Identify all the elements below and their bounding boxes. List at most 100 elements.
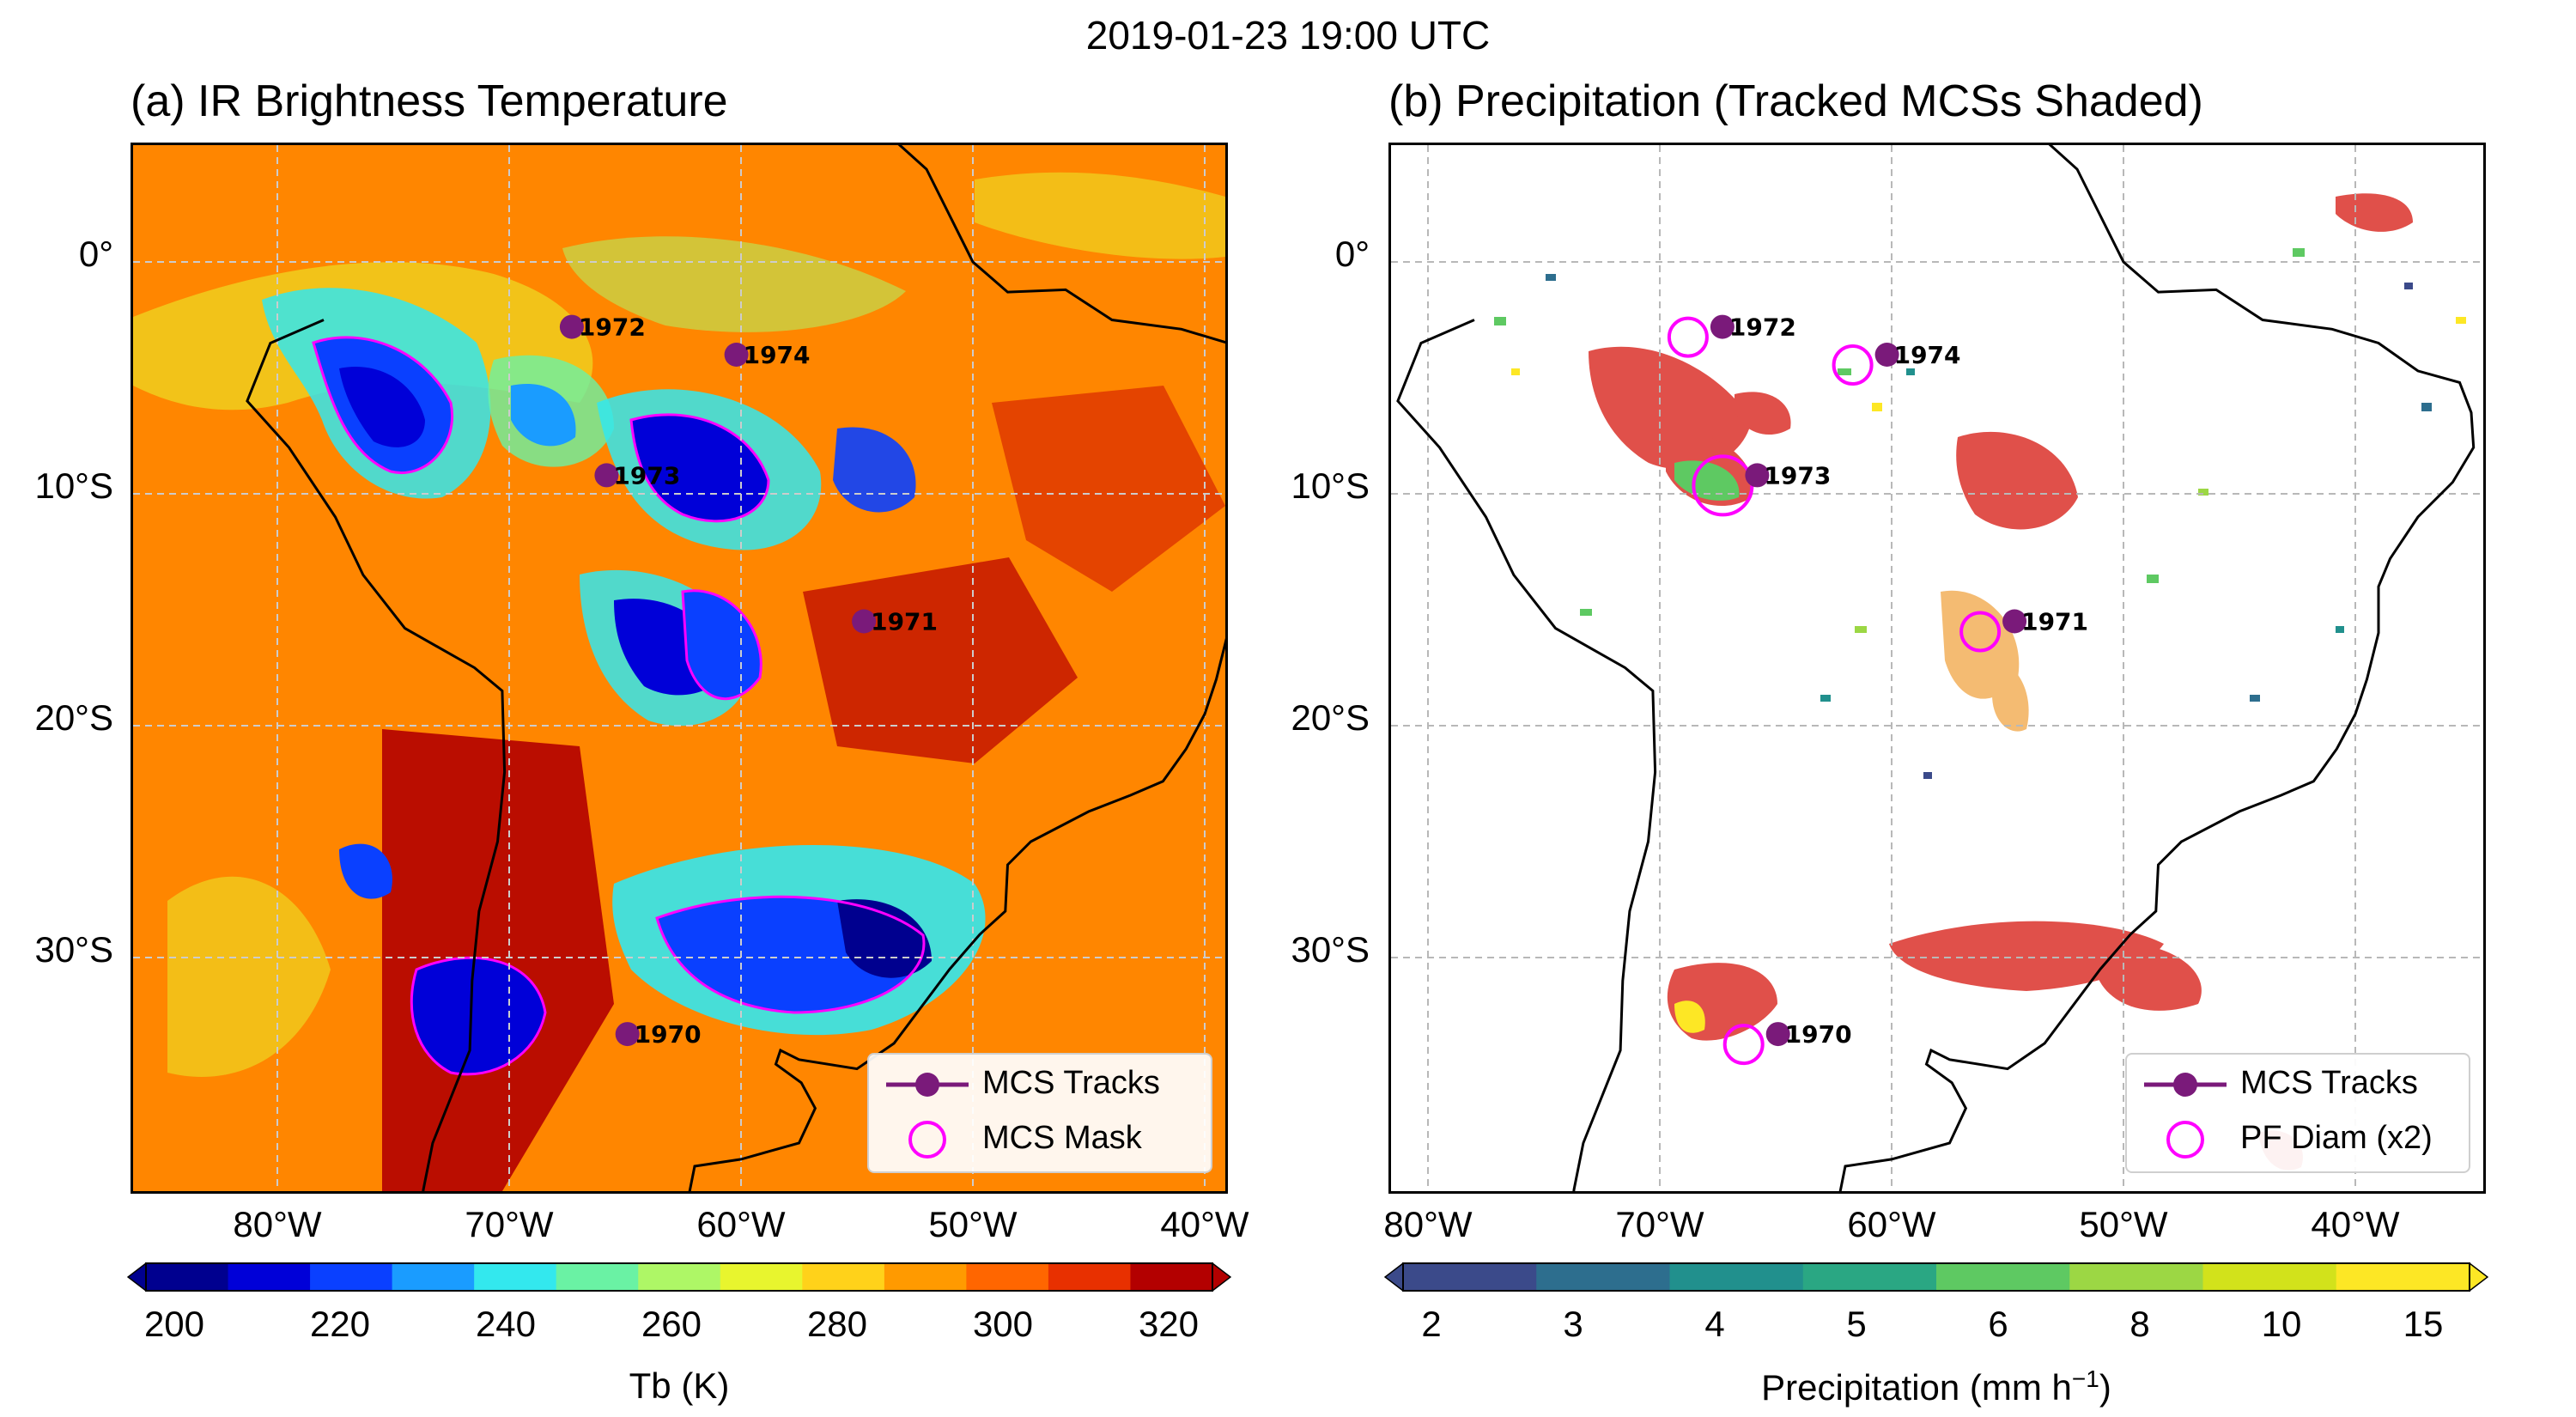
- precip-speckles: [1494, 248, 2466, 779]
- mcs-track-marker-1972[interactable]: [559, 314, 584, 339]
- cbarB-bin-4: [1936, 1263, 2070, 1291]
- legend-a-mask-label: MCS Mask: [982, 1120, 1142, 1156]
- panel-b-title: (b) Precipitation (Tracked MCSs Shaded): [1388, 76, 2203, 126]
- mcs-track-label-1972: 1972: [579, 313, 646, 342]
- cbarA-bin-5: [556, 1263, 639, 1291]
- a-cbar-tick-280: 280: [806, 1304, 868, 1344]
- track-line-marker-icon: [886, 1073, 969, 1097]
- track-line-marker-icon: [2144, 1073, 2227, 1097]
- a-cbar-tick-320: 320: [1138, 1304, 1200, 1344]
- legend-b-pf-entry: PF Diam (x2): [2127, 1113, 2469, 1165]
- a-lat-tick-30s: 30°S: [34, 929, 113, 970]
- mcs-track-marker-1973[interactable]: [594, 463, 619, 488]
- b-cbar-tick-10: 10: [2261, 1304, 2302, 1344]
- legend-b-track-label: MCS Tracks: [2240, 1065, 2418, 1101]
- figure-title: 2019-01-23 19:00 UTC: [1085, 13, 1491, 58]
- cbarA-bin-0: [146, 1263, 229, 1291]
- panel-b-gridlines: [1391, 145, 2483, 1191]
- b-lon-tick-50w: 50°W: [2079, 1204, 2168, 1244]
- mcs-track-label-1970: 1970: [1785, 1020, 1852, 1049]
- a-lat-tick-20s: 20°S: [34, 697, 113, 738]
- mcs-track-label-1971: 1971: [2021, 608, 2088, 636]
- b-cbar-tick-2: 2: [1421, 1304, 1442, 1344]
- cbarA-extend-max: [1212, 1262, 1231, 1292]
- cbarA-bin-7: [720, 1263, 803, 1291]
- a-cbar-tick-300: 300: [972, 1304, 1034, 1344]
- mcs-track-label-1974: 1974: [1894, 341, 1961, 369]
- a-cbar-tick-240: 240: [475, 1304, 537, 1344]
- b-cbar-label: Precipitation (mm h−1): [1636, 1365, 2237, 1408]
- a-lat-tick-10s: 10°S: [34, 465, 113, 506]
- cbarA-bin-2: [310, 1263, 393, 1291]
- b-lat-tick-10s: 10°S: [1291, 465, 1370, 506]
- mcs-track-label-1970: 1970: [635, 1020, 702, 1049]
- b-lon-tick-60w: 60°W: [1847, 1204, 1936, 1244]
- b-lon-tick-70w: 70°W: [1615, 1204, 1704, 1244]
- cbarA-extend-min: [127, 1262, 147, 1292]
- panel-a-gridlines: [133, 145, 1225, 1191]
- mcs-track-marker-1974[interactable]: [724, 343, 749, 367]
- pf-diameter-circle-icon: [2166, 1121, 2204, 1159]
- mcs-track-label-1972: 1972: [1729, 313, 1796, 342]
- panel-b-pf-circles: [1667, 316, 2002, 1066]
- panel-a-legend: MCS Tracks MCS Mask: [867, 1053, 1212, 1173]
- cbarB-bin-0: [1403, 1263, 1537, 1291]
- mcs-track-marker-1970[interactable]: [615, 1022, 640, 1047]
- panel-a-mcs-tracks: 1972 1974 1973 1971 1970: [559, 313, 938, 1049]
- a-lon-tick-50w: 50°W: [928, 1204, 1018, 1244]
- panel-b-map-svg: 1972 1974 1973 1971 1970: [1391, 145, 2483, 1191]
- pf-diameter-circle-1972: [1667, 316, 1709, 358]
- b-cbar-tick-5: 5: [1846, 1304, 1867, 1344]
- a-cbar-tick-220: 220: [309, 1304, 371, 1344]
- b-lat-tick-30s: 30°S: [1291, 929, 1370, 970]
- b-cbar-tick-4: 4: [1704, 1304, 1725, 1344]
- b-cbar-tick-6: 6: [1988, 1304, 2008, 1344]
- cbarA-bin-3: [392, 1263, 475, 1291]
- panel-a-map[interactable]: 1972 1974 1973 1971 1970: [131, 143, 1228, 1194]
- pf-diameter-circle-1971: [1959, 611, 2002, 653]
- panel-a-map-svg: 1972 1974 1973 1971 1970: [133, 145, 1225, 1191]
- cbarB-bin-6: [2202, 1263, 2337, 1291]
- panel-b-colorbar: [1384, 1262, 2488, 1292]
- mcs-track-marker-1974[interactable]: [1874, 343, 1899, 367]
- mcs-track-label-1973: 1973: [613, 461, 680, 490]
- b-cbar-tick-15: 15: [2403, 1304, 2444, 1344]
- panel-b-map[interactable]: 1972 1974 1973 1971 1970: [1388, 143, 2486, 1194]
- mcs-track-marker-1973[interactable]: [1745, 463, 1770, 488]
- mcs-precip-central: [1956, 431, 2078, 530]
- mcs-track-marker-1970[interactable]: [1765, 1022, 1790, 1047]
- panel-b-legend: MCS Tracks PF Diam (x2): [2125, 1053, 2470, 1173]
- cbarA-bin-4: [474, 1263, 557, 1291]
- pf-diameter-circle-1970: [1722, 1024, 1765, 1066]
- mcs-track-label-1971: 1971: [871, 608, 938, 636]
- b-cbar-tick-3: 3: [1563, 1304, 1583, 1344]
- cbarB-bin-5: [2069, 1263, 2203, 1291]
- panel-b-coastline: [1396, 145, 2476, 1191]
- cbarA-bin-9: [884, 1263, 967, 1291]
- mcs-track-label-1974: 1974: [744, 341, 811, 369]
- b-cbar-label-exponent: −1: [2071, 1365, 2099, 1392]
- cbarA-bin-6: [638, 1263, 721, 1291]
- b-lon-tick-40w: 40°W: [2311, 1204, 2400, 1244]
- b-cbar-label-close: ): [2099, 1367, 2111, 1408]
- mcs-track-marker-1971[interactable]: [852, 609, 877, 634]
- a-lon-tick-70w: 70°W: [465, 1204, 554, 1244]
- a-cbar-tick-200: 200: [143, 1304, 205, 1344]
- mask-circle-icon: [908, 1121, 946, 1159]
- b-cbar-label-main: Precipitation (mm h: [1761, 1367, 2072, 1408]
- panel-a-colorbar: [127, 1262, 1231, 1292]
- cold-core-1970: [411, 958, 545, 1074]
- panel-a-coastline: [246, 145, 1225, 1191]
- mcs-track-marker-1971[interactable]: [2002, 609, 2027, 634]
- mcs-precip-south: [1889, 921, 2164, 991]
- panel-a-title: (a) IR Brightness Temperature: [131, 76, 728, 126]
- cbarB-extend-max: [2469, 1262, 2488, 1292]
- cbarB-bin-7: [2336, 1263, 2470, 1291]
- b-lat-tick-0: 0°: [1334, 234, 1370, 274]
- mcs-track-marker-1972[interactable]: [1710, 314, 1735, 339]
- legend-b-track-entry: MCS Tracks: [2127, 1058, 2469, 1110]
- tb-warm-land-east: [803, 557, 1078, 763]
- a-lon-tick-80w: 80°W: [233, 1204, 322, 1244]
- cbarB-bin-1: [1536, 1263, 1670, 1291]
- cbarA-bin-1: [228, 1263, 311, 1291]
